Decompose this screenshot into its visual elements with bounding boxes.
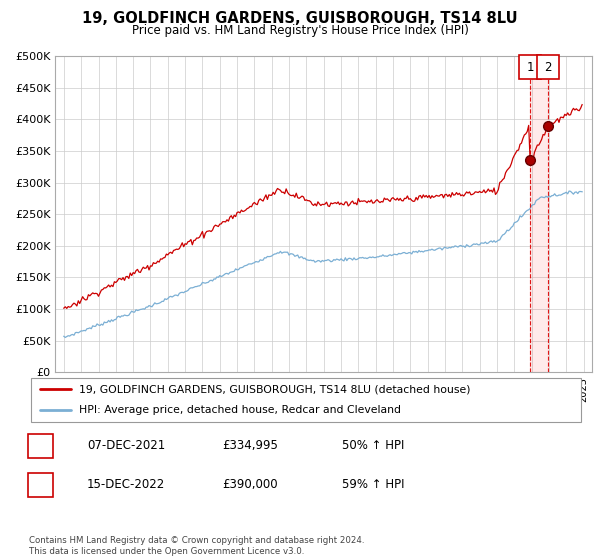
Text: 1: 1 [37,439,44,452]
Text: Contains HM Land Registry data © Crown copyright and database right 2024.
This d: Contains HM Land Registry data © Crown c… [29,536,364,556]
Text: 1: 1 [526,60,534,74]
Bar [530,56,548,372]
Text: £334,995: £334,995 [222,439,278,452]
FancyBboxPatch shape [31,378,581,422]
Text: 19, GOLDFINCH GARDENS, GUISBOROUGH, TS14 8LU (detached house): 19, GOLDFINCH GARDENS, GUISBOROUGH, TS14… [79,384,470,394]
Text: HPI: Average price, detached house, Redcar and Cleveland: HPI: Average price, detached house, Redc… [79,405,401,416]
Text: 2: 2 [544,60,552,74]
Text: Price paid vs. HM Land Registry's House Price Index (HPI): Price paid vs. HM Land Registry's House … [131,24,469,37]
Text: 07-DEC-2021: 07-DEC-2021 [87,439,165,452]
Text: 2: 2 [37,478,44,492]
Text: £390,000: £390,000 [222,478,278,492]
Text: 15-DEC-2022: 15-DEC-2022 [87,478,165,492]
Text: 19, GOLDFINCH GARDENS, GUISBOROUGH, TS14 8LU: 19, GOLDFINCH GARDENS, GUISBOROUGH, TS14… [82,11,518,26]
Text: 50% ↑ HPI: 50% ↑ HPI [342,439,404,452]
Text: 59% ↑ HPI: 59% ↑ HPI [342,478,404,492]
